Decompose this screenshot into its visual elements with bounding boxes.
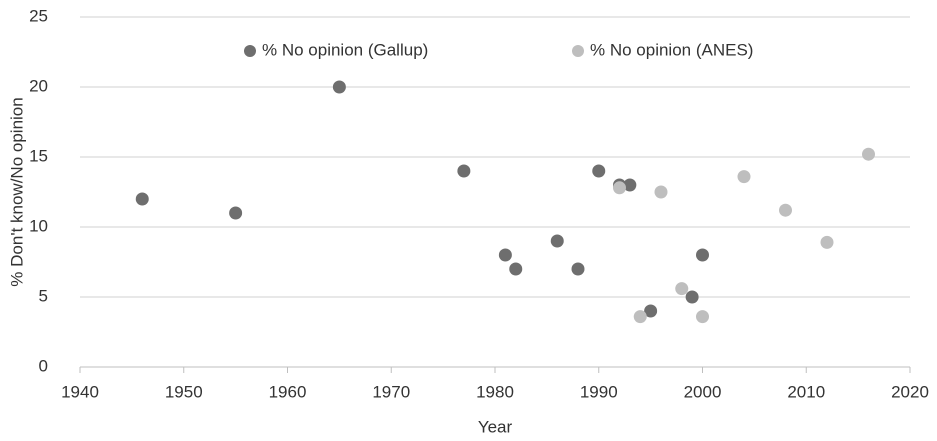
x-tick-label: 1990 [580,382,618,401]
x-tick-label: 2010 [787,382,825,401]
y-tick-label: 20 [29,76,48,95]
point [613,181,626,195]
point [633,310,647,324]
legend-marker [572,45,584,57]
legend-marker [244,45,256,57]
point [550,234,564,248]
point [685,290,699,304]
y-tick-label: 5 [39,286,48,305]
point [498,248,512,262]
y-tick-label: 0 [39,356,48,375]
point [779,203,792,217]
x-tick-label: 1970 [372,382,410,401]
point [135,192,149,206]
point [696,310,709,324]
x-tick-label: 1950 [165,382,203,401]
point [654,185,668,199]
point [862,147,875,161]
legend-label: % No opinion (Gallup) [262,40,428,59]
x-axis-label: Year [478,417,513,436]
point [675,282,689,296]
y-tick-label: 25 [29,6,48,25]
point [509,262,523,276]
point [457,164,471,178]
x-tick-label: 2000 [684,382,722,401]
point [696,248,709,262]
legend-label: % No opinion (ANES) [590,40,753,59]
y-axis-label: % Don't know/No opinion [7,97,26,286]
point [644,304,658,318]
point [623,178,637,192]
point [820,235,834,249]
point [571,262,585,276]
x-tick-label: 2020 [891,382,929,401]
y-tick-label: 10 [29,216,48,235]
point [332,80,346,94]
y-tick-label: 15 [29,146,48,165]
x-tick-label: 1980 [476,382,514,401]
point [592,164,606,178]
point [737,170,751,184]
x-tick-label: 1960 [269,382,307,401]
point [229,206,243,220]
x-tick-label: 1940 [61,382,99,401]
